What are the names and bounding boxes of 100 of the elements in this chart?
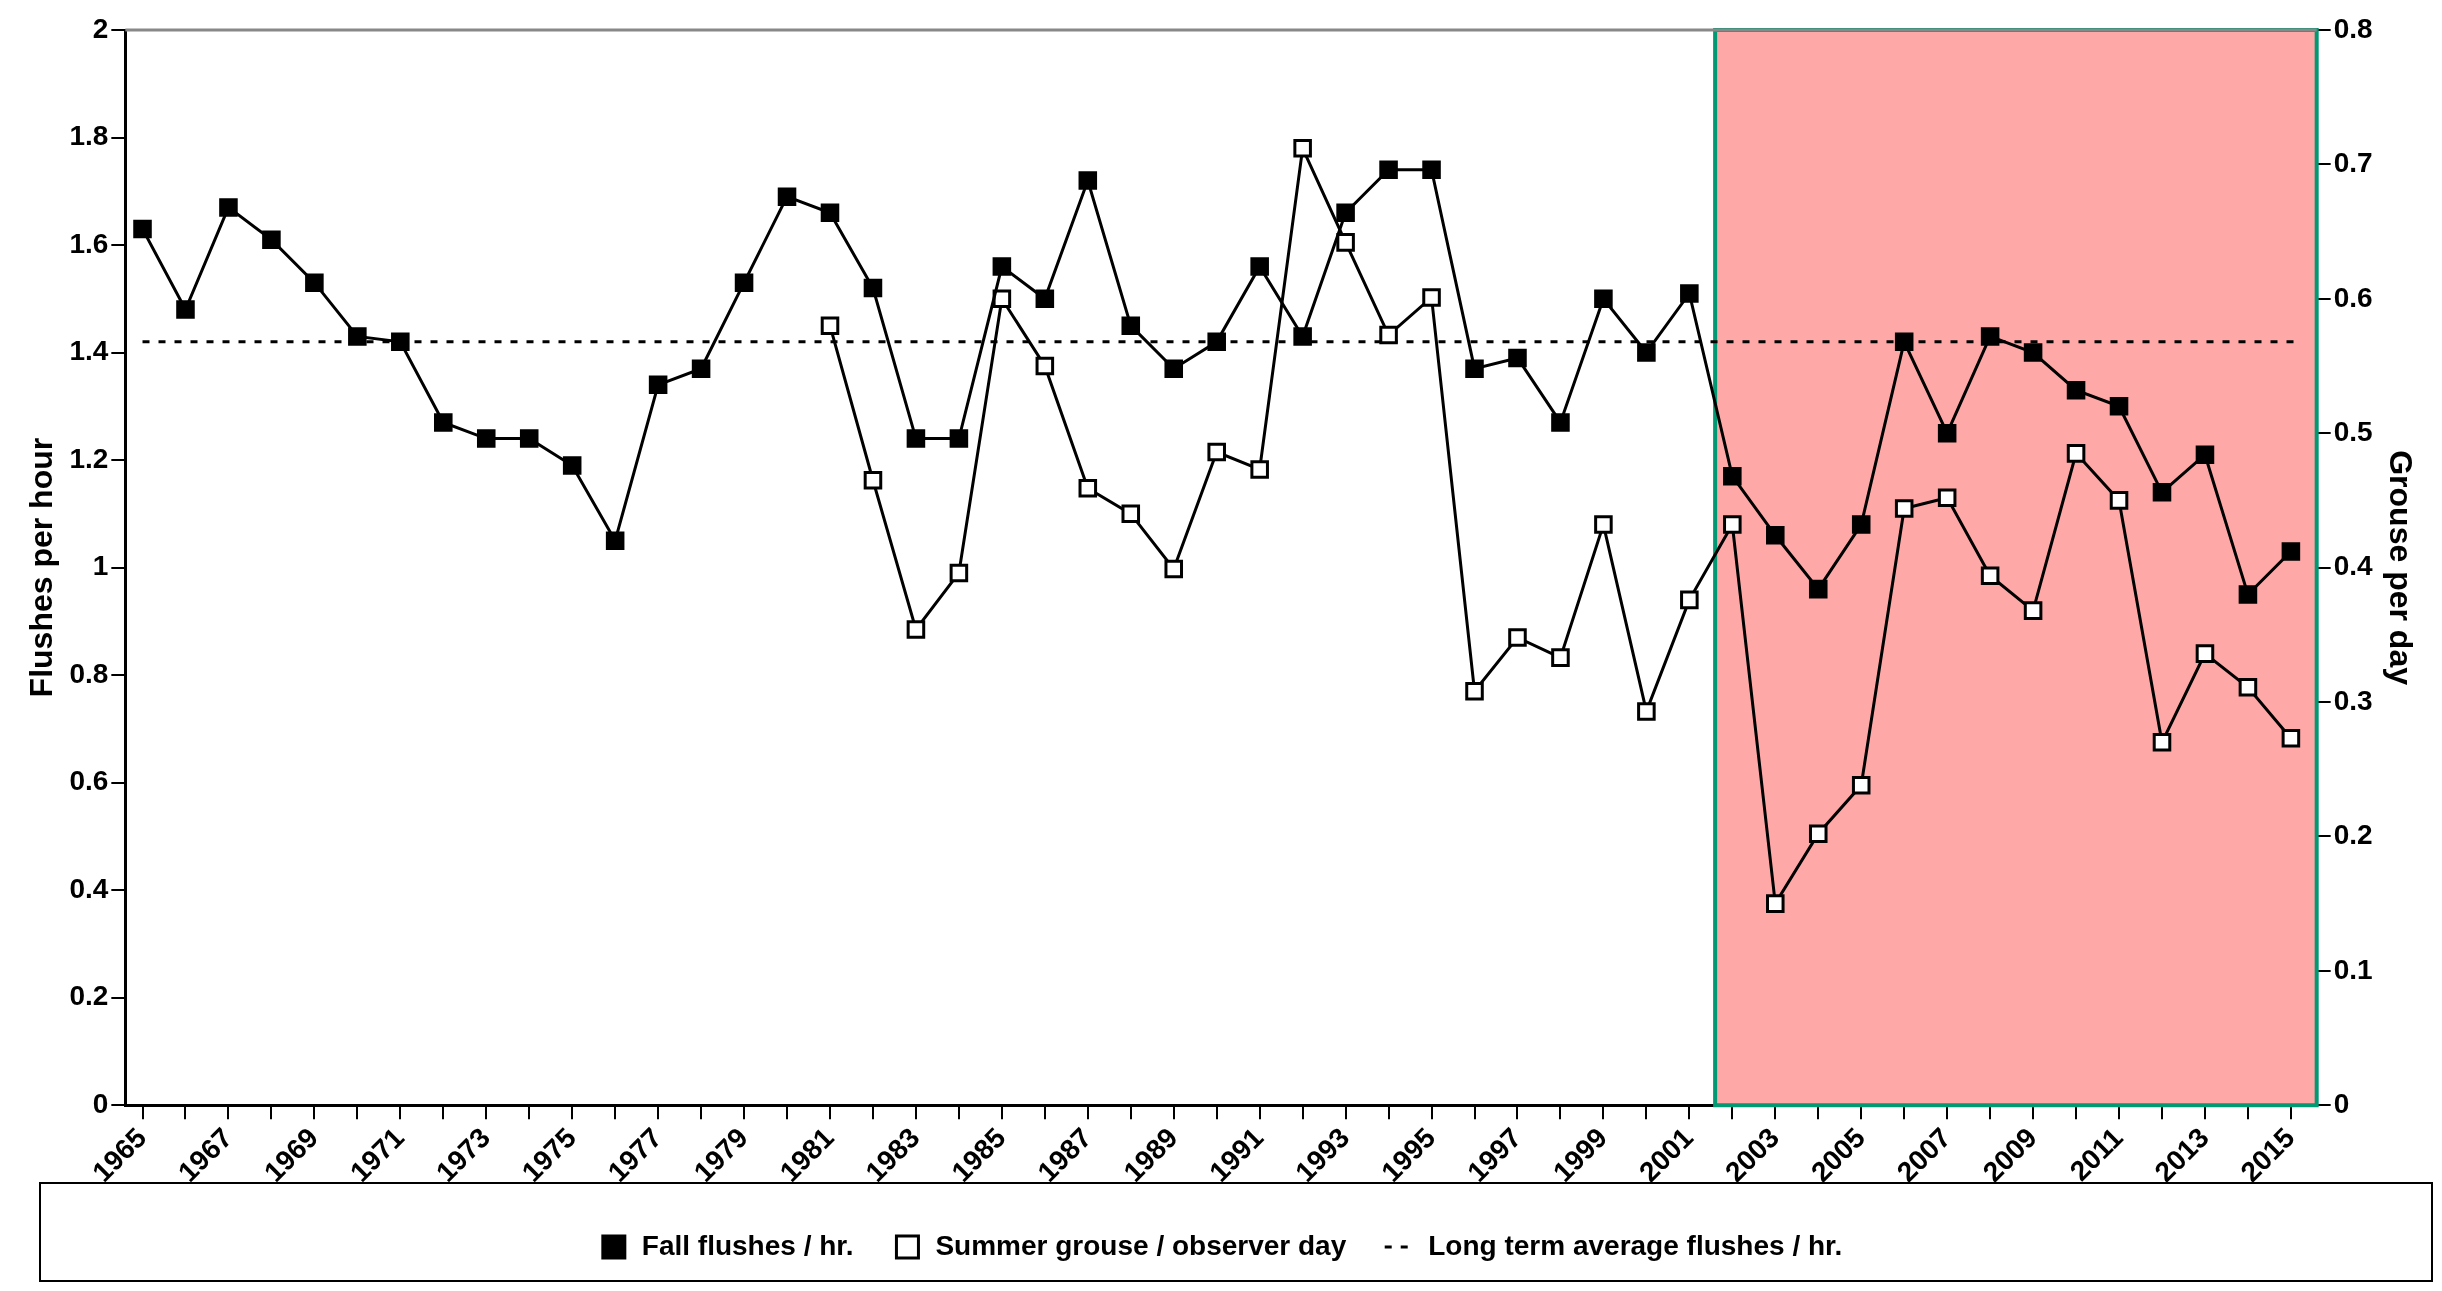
point — [734, 273, 754, 292]
y-axis-title: Flushes per hour — [23, 437, 60, 698]
point — [906, 620, 926, 639]
point — [691, 359, 711, 378]
point — [949, 563, 969, 583]
point — [1207, 332, 1226, 352]
point — [1894, 332, 1914, 352]
point — [2195, 445, 2215, 464]
point — [1637, 343, 1656, 362]
point — [1250, 460, 1269, 479]
point — [2238, 677, 2258, 697]
y-tick-label: 0 — [92, 1087, 109, 1119]
point — [777, 187, 797, 206]
point — [391, 332, 410, 352]
point — [1723, 466, 1742, 486]
y-tick-label: 1.2 — [69, 442, 109, 474]
point — [820, 203, 840, 223]
point — [2238, 585, 2258, 604]
point — [1551, 413, 1570, 432]
y-tick-label: 1.4 — [69, 335, 109, 367]
point — [476, 429, 496, 448]
point — [2109, 491, 2129, 510]
y-tick-label: 0.8 — [69, 657, 109, 689]
y2-tick-label: 0.4 — [2333, 550, 2374, 582]
y-tick-label: 0.4 — [69, 872, 109, 904]
point — [1465, 359, 1484, 378]
point — [562, 456, 582, 475]
point — [1164, 359, 1184, 378]
point — [1207, 442, 1226, 462]
point — [906, 429, 926, 448]
point — [1379, 160, 1398, 180]
y-tick-label: 0.2 — [69, 980, 109, 1012]
point — [2066, 380, 2086, 400]
point — [1465, 681, 1484, 701]
point — [605, 531, 625, 550]
point — [1851, 776, 1871, 795]
legend-label: Summer grouse / observer day — [935, 1229, 1347, 1261]
y2-tick-label: 0.1 — [2333, 953, 2373, 985]
point — [1766, 526, 1785, 545]
point — [434, 413, 453, 432]
point — [1035, 356, 1055, 376]
point — [1851, 515, 1871, 534]
point — [348, 327, 367, 346]
point — [1336, 233, 1355, 252]
y2-tick-label: 0.5 — [2333, 415, 2373, 447]
point — [1680, 590, 1699, 610]
point — [820, 316, 840, 335]
y2-tick-label: 0.6 — [2333, 281, 2373, 313]
point — [1894, 499, 1914, 518]
point — [1250, 257, 1269, 276]
point — [648, 375, 668, 395]
y-tick-label: 1.8 — [69, 120, 109, 152]
point — [1637, 702, 1656, 721]
point — [262, 230, 281, 249]
point — [1121, 316, 1141, 335]
point — [1980, 566, 2000, 585]
point — [1723, 515, 1742, 534]
point — [1422, 288, 1441, 307]
point — [1594, 515, 1613, 534]
point — [1078, 479, 1098, 498]
point — [1808, 824, 1828, 843]
legend-label: Fall flushes / hr. — [641, 1229, 854, 1261]
point — [2195, 644, 2215, 663]
point — [1680, 284, 1699, 303]
y2-axis-title: Grouse per day — [2382, 450, 2419, 686]
legend-label: Long term average flushes / hr. — [1428, 1229, 1843, 1261]
point — [1379, 325, 1398, 345]
point — [2066, 444, 2086, 463]
y2-tick-label: 0.7 — [2333, 147, 2373, 179]
point — [305, 273, 324, 292]
point — [2109, 397, 2129, 416]
point — [1293, 327, 1312, 346]
y-tick-label: 1 — [92, 550, 109, 582]
y-tick-label: 0.6 — [69, 765, 109, 797]
point — [1035, 289, 1055, 309]
point — [1508, 348, 1527, 368]
point — [1980, 327, 2000, 346]
point — [949, 429, 969, 448]
point — [992, 257, 1012, 276]
point — [2023, 601, 2043, 620]
point — [863, 470, 883, 490]
point — [2023, 343, 2043, 362]
point — [1164, 559, 1184, 579]
point — [219, 198, 238, 217]
point — [1422, 160, 1441, 180]
y2-tick-label: 0.8 — [2333, 12, 2373, 44]
point — [2152, 733, 2172, 752]
y2-tick-label: 0 — [2333, 1087, 2350, 1119]
point — [1808, 579, 1828, 599]
y-tick-label: 2 — [92, 12, 109, 44]
point — [2281, 542, 2301, 561]
point — [863, 278, 883, 298]
point — [1551, 648, 1570, 667]
point — [1508, 628, 1527, 647]
y2-tick-label: 0.3 — [2333, 684, 2373, 716]
point — [1293, 138, 1312, 158]
point — [133, 219, 152, 239]
point — [2152, 483, 2172, 502]
point — [176, 300, 195, 319]
point — [1937, 488, 1957, 507]
